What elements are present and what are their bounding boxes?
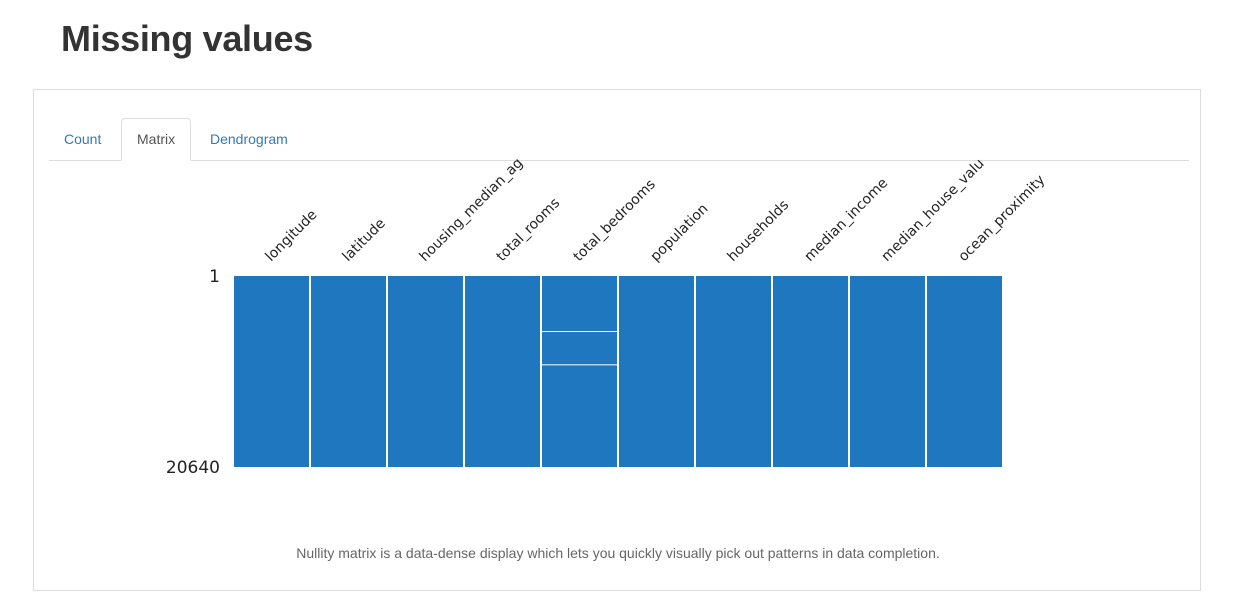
- missing-values-panel: Count Matrix Dendrogram longitude latitud…: [33, 89, 1201, 591]
- column-label: households: [725, 197, 793, 265]
- row-label: 1: [209, 267, 220, 287]
- matrix-column-households: [696, 276, 771, 467]
- tab-bar: Count Matrix Dendrogram: [49, 118, 1189, 161]
- matrix-column-housing_median_ag: [388, 276, 463, 467]
- matrix-column-population: [619, 276, 694, 467]
- column-label: total_bedrooms: [571, 176, 659, 264]
- page-title: Missing values: [61, 18, 313, 59]
- tab-dendrogram[interactable]: Dendrogram: [210, 131, 288, 147]
- column-label: ocean_proximity: [956, 172, 1049, 265]
- matrix-column-total_rooms: [465, 276, 540, 467]
- nullity-matrix-chart: longitude latitude housing_median_agtotal_…: [166, 155, 1049, 478]
- column-label: longitude: [263, 207, 321, 265]
- column-label: latitude: [340, 216, 389, 265]
- matrix-column-latitude: [311, 276, 386, 467]
- column-label: population: [648, 201, 712, 265]
- row-label: 20640: [166, 458, 220, 478]
- tab-count[interactable]: Count: [64, 131, 102, 147]
- matrix-column-median_house_valu: [850, 276, 925, 467]
- chart-caption: Nullity matrix is a data-dense display w…: [296, 545, 940, 561]
- matrix-column-median_income: [773, 276, 848, 467]
- matrix-column-total_bedrooms: [542, 276, 617, 467]
- tab-matrix[interactable]: Matrix: [121, 118, 192, 161]
- missing-row-line: [542, 331, 617, 333]
- column-label: total_rooms: [494, 195, 564, 265]
- matrix-column-ocean_proximity: [927, 276, 1002, 467]
- matrix-column-longitude: [234, 276, 309, 467]
- missing-row-line: [542, 364, 617, 366]
- column-label: median_income: [802, 175, 892, 265]
